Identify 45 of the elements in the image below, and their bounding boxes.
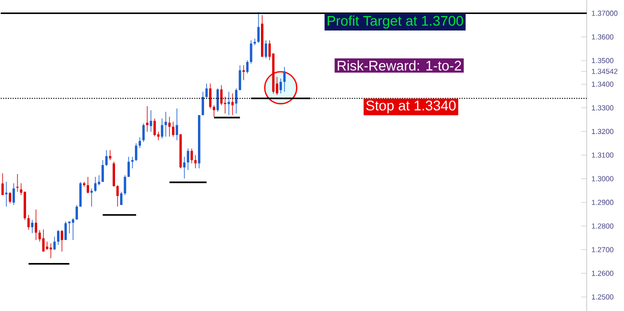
candlestick [1,172,4,196]
candlestick [160,118,164,139]
candlestick [235,88,238,114]
candlestick [102,160,104,182]
candlestick [216,88,219,112]
candlestick [242,64,245,80]
ref-line-label: Stop at 1.3340 [366,100,456,114]
candlestick [220,84,223,106]
candlestick [12,182,15,206]
candlestick [194,154,197,169]
candlestick [105,150,108,166]
candlestick [5,181,8,207]
candlestick [153,118,156,136]
candlestick [112,161,116,188]
candlestick [128,156,130,178]
candlestick [264,40,268,59]
candlestick [131,156,134,169]
candlestick [246,60,249,74]
annotation: Risk-Reward: 1-to-2 [338,60,462,71]
candlestick [86,176,90,194]
candlestick [280,78,282,94]
candlestick [146,106,148,132]
candlestick [108,150,112,160]
ref-line-label: Profit Target at 1.3700 [328,15,464,28]
candlestick [134,142,138,162]
candlestick [64,221,67,240]
candlestick [202,91,204,116]
candlestick [120,191,122,206]
candlestick [94,176,96,192]
candlestick [60,230,64,252]
candlestick [228,91,230,116]
candlestick [250,40,252,64]
candlestick [50,242,52,258]
candlestick [205,83,208,99]
candlestick [190,148,193,164]
candlestick [172,121,174,137]
candlestick [209,83,212,109]
candlestick [176,108,178,140]
candlestick [31,219,34,234]
candlestick [183,156,186,179]
candlestick [57,230,60,246]
candlestick [42,228,45,252]
candlestick [76,204,78,220]
candlestick [164,111,167,137]
candlestick [138,136,141,148]
